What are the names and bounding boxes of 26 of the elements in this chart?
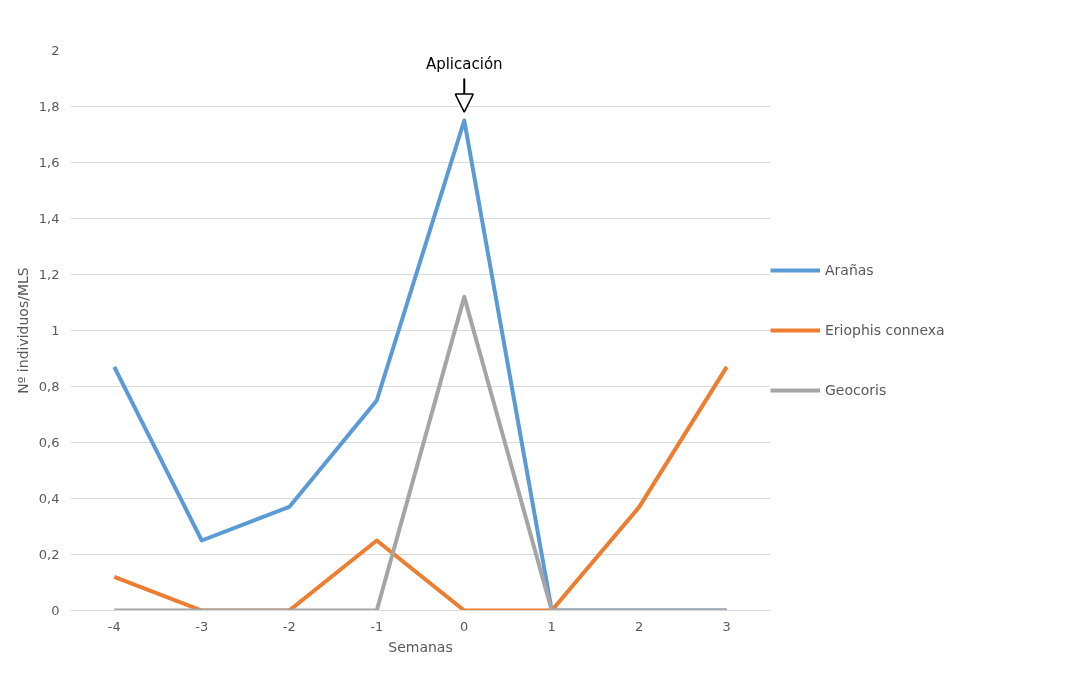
x-tick-label: -4	[107, 618, 121, 634]
x-tick-label: -1	[370, 618, 384, 634]
x-tick-label: 0	[460, 618, 469, 634]
y-tick-label: 0,8	[38, 379, 60, 394]
line-series	[112, 364, 729, 611]
annotation: Aplicación	[425, 54, 503, 73]
x-tick-label: -2	[282, 618, 296, 634]
y-tick-label: 1	[51, 323, 60, 338]
x-tick-label: 1	[547, 618, 556, 634]
x-axis-title: Semanas	[388, 638, 453, 655]
x-tick-label: 3	[722, 618, 731, 634]
y-tick-label: 0,6	[38, 435, 60, 450]
x-tick-label: 2	[635, 618, 644, 634]
y-tick-label: 1,4	[38, 211, 60, 226]
y-tick-label: 1,6	[38, 155, 60, 170]
y-axis-title: Nº individuos/MLS	[14, 267, 31, 394]
y-tick-label: 2	[51, 43, 60, 58]
y-tick-label: 0	[51, 603, 60, 618]
y-tick-label: 0,4	[38, 491, 60, 506]
x-tick-label: -3	[195, 618, 209, 634]
y-tick-label: 1,8	[38, 99, 60, 114]
legend-label: Geocoris	[825, 382, 887, 398]
legend-label: Eriophis connexa	[825, 322, 945, 338]
y-tick-label: 0,2	[38, 547, 60, 562]
legend-label: Arañas	[825, 262, 874, 278]
y-tick-label: 1,2	[38, 267, 60, 282]
